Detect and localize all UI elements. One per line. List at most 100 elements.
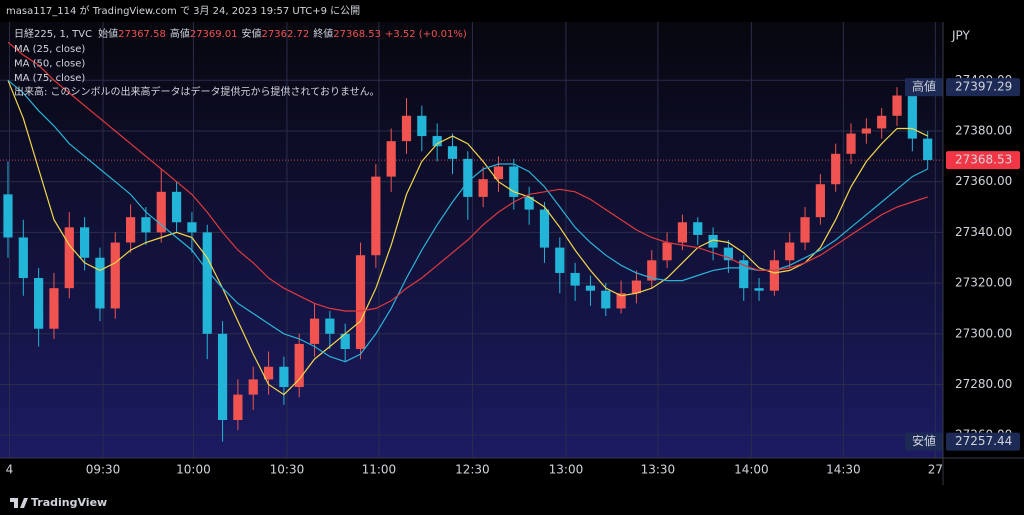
candle-body — [355, 255, 366, 349]
candle-body — [49, 288, 59, 329]
candle-body — [279, 366, 289, 388]
candle-body — [493, 166, 504, 180]
currency: JPY — [951, 29, 971, 43]
candle-body — [631, 280, 642, 294]
candle-body — [892, 95, 902, 116]
candle-body — [555, 247, 565, 273]
candle-body — [263, 366, 274, 380]
candle-body — [3, 194, 13, 238]
candle-body — [539, 209, 550, 248]
marker-value-box — [946, 432, 1020, 451]
candle-body — [708, 234, 718, 248]
candle-body — [64, 227, 74, 289]
candle-body — [647, 260, 657, 281]
symbol-legend: 日経225, 1, TVC 始値27367.58 高値27369.01 安値27362… — [14, 27, 467, 40]
x-tick-label: 14:30 — [826, 463, 861, 477]
moving-average-line — [7, 41, 928, 312]
candle-body — [478, 179, 488, 197]
x-tick-label: 10:30 — [270, 463, 305, 477]
x-tick-label: 10:00 — [176, 463, 211, 477]
plot — [0, 22, 943, 458]
x-tick-label: 27 — [928, 463, 943, 477]
candle-body — [141, 217, 151, 233]
marker-value: 27257.44 — [955, 434, 1012, 448]
candle-body — [800, 217, 810, 243]
candle-body — [34, 278, 44, 329]
candle-body — [723, 247, 734, 261]
candle-body — [294, 343, 304, 388]
candle-body — [401, 115, 412, 142]
publish-note: masa117_114 が TradingView.com で 3月 24, 2… — [6, 4, 360, 17]
candle-body — [248, 379, 258, 395]
candle-body — [616, 293, 626, 309]
moving-average-line — [7, 80, 928, 396]
y-tick-label: 27320.00 — [955, 276, 1012, 290]
candle-body — [233, 394, 243, 420]
legend: 日経225, 1, TVC 始値27367.58 高値27369.01 安値27362… — [14, 27, 467, 98]
symbol: 日経225, 1, TVC — [14, 27, 92, 40]
indicator-name: MA (75, close) — [14, 73, 85, 84]
candle-body — [754, 288, 764, 291]
candle-body — [156, 191, 166, 233]
candle-body — [861, 128, 871, 134]
marker-value: 27397.29 — [955, 80, 1012, 94]
candle-body — [739, 260, 749, 289]
last-price-box — [946, 151, 1020, 170]
logo-icon — [10, 498, 28, 508]
plot-background — [0, 22, 943, 458]
x-tick-label: 11:00 — [362, 463, 397, 477]
ohlc-value: 27368.53 — [333, 29, 381, 40]
x-tick-label: 12:30 — [455, 463, 490, 477]
candle-body — [18, 237, 28, 279]
candle-body — [125, 217, 136, 243]
x-tick-label: 09:30 — [86, 463, 121, 477]
x-tick-label: 13:30 — [641, 463, 676, 477]
candle-body — [417, 115, 427, 137]
ohlc-label: 安値 — [242, 27, 262, 40]
candle-body — [831, 153, 841, 185]
candle-body — [693, 222, 703, 235]
candle-body — [171, 191, 182, 223]
x-tick-label: 13:00 — [549, 463, 584, 477]
candle-body — [877, 115, 887, 129]
brand: TradingView — [31, 496, 107, 509]
candle-body — [815, 184, 825, 218]
candle-body — [447, 146, 458, 159]
candle-body — [340, 333, 350, 349]
candle-body — [769, 260, 779, 291]
candle-body — [509, 166, 519, 197]
volume-note: 出来高: このシンボルの出来高データはデータ提供元から提供されておりません。 — [14, 85, 380, 98]
axes: 27260.0027280.0027300.0027320.0027340.00… — [6, 73, 1020, 477]
marker-value-box — [946, 78, 1020, 97]
candle-body — [601, 290, 611, 309]
y-tick-label: 27360.00 — [955, 174, 1012, 188]
candle-body — [217, 333, 228, 420]
indicator-name: MA (25, close) — [14, 44, 85, 55]
y-tick-label: 27280.00 — [955, 377, 1012, 391]
candle-body — [846, 133, 856, 154]
candle-body — [80, 227, 90, 258]
x-tick-label: 4 — [6, 463, 14, 477]
candle-body — [386, 141, 396, 177]
candle-body — [432, 136, 442, 147]
y-tick-label: 27340.00 — [955, 225, 1012, 239]
candle-body — [110, 242, 120, 309]
candle-body — [570, 272, 580, 286]
marker-label-box — [905, 78, 943, 97]
candle-body — [309, 318, 320, 344]
last-price-label: 27368.53 — [955, 153, 1012, 167]
marker-label-box — [905, 432, 943, 451]
candle-body — [907, 95, 917, 139]
indicator-name: MA (50, close) — [14, 59, 85, 70]
candle-body — [187, 222, 197, 233]
ohlc-value: 27367.58 — [118, 29, 166, 40]
candle-body — [785, 242, 795, 261]
candle-body — [202, 232, 212, 334]
candle-body — [95, 257, 105, 309]
candle-body — [371, 176, 381, 256]
marker-label: 高値 — [912, 79, 936, 94]
candle-body — [677, 222, 688, 243]
ohlc-label: 終値 — [313, 27, 333, 40]
footer-logo: TradingView — [10, 496, 107, 509]
